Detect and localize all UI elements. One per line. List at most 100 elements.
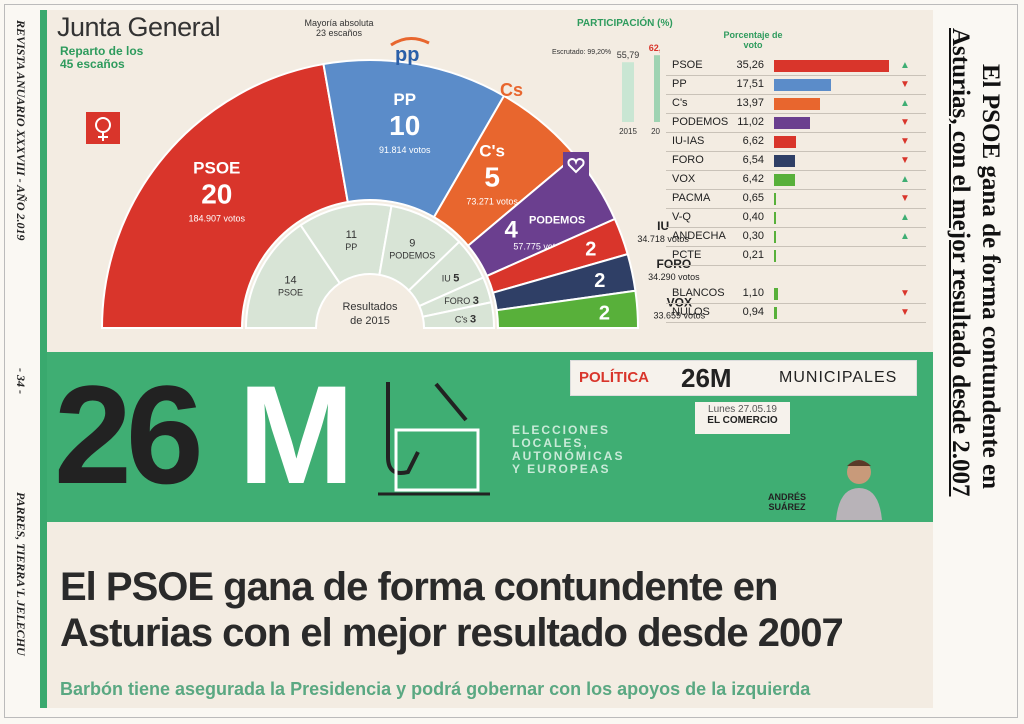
seat-2015-count: 9 [409,238,415,250]
participation-annotation: Escrutado: 99,20% [552,49,611,56]
seat-count-label: 20 [201,178,232,209]
pp-logo: pp [385,33,435,70]
vote-party: PP [672,78,687,90]
vote-party: PSOE [672,59,703,71]
trend-down-icon: ▼ [900,288,910,299]
page-number: - 34 - [14,368,28,394]
rose-icon [95,117,111,141]
vote-bar [774,60,889,72]
author-first: ANDRÉS [768,492,807,502]
vote-party: BLANCOS [672,287,725,299]
section-municipales: MUNICIPALES [779,369,898,386]
participation-title: PARTICIPACIÓN (%) [577,18,673,29]
participation-bar [622,62,634,122]
vote-row: PACMA 0,65 ▼ [666,189,926,209]
seat-votes-label: 73.271 votos [466,196,518,206]
pp-logo-text: pp [395,44,419,65]
majority-note: Mayoría absoluta 23 escaños [304,18,374,38]
majority-value: 23 escaños [315,28,363,38]
big-m: M [238,356,355,513]
cs-logo: Cs [500,80,524,100]
trend-up-icon: ▲ [900,98,910,109]
elections-label: ELECCIONES LOCALES, AUTONÓMICAS Y EUROPE… [512,424,624,476]
vote-row: ANDECHA 0,30 ▲ [666,227,926,247]
big-26: 26 [54,356,204,513]
vote-bar [774,307,778,319]
headline: El PSOE gana de forma contundente en Ast… [60,564,844,656]
seat-party-label: IU [657,219,669,233]
vote-pct: 11,02 [737,116,764,128]
seat-votes-label: 34.290 votos [648,272,700,282]
seat-2015-count: 14 [284,275,296,287]
subtitle-line-2: 45 escaños [60,57,125,71]
seat-votes-label: 184.907 votos [189,213,246,223]
seat-party-label: PSOE [193,158,240,177]
participation-value: 62,34 [649,43,660,53]
right-title-column: El PSOE gana de forma contundente en Ast… [936,14,1016,708]
side-title-line-2: Asturias, con el mejor resultado desde 2… [947,28,974,497]
participation-value: 55,79 [617,50,640,60]
vote-party: C's [672,97,688,109]
vote-bar [774,193,777,205]
subtitle-line-1: Reparto de los [60,44,144,58]
seat-party-label: C's [479,141,505,160]
seat-2015-party: FORO 3 [444,295,479,307]
vote-pct: 0,30 [742,230,764,242]
seat-party-label: FORO [657,257,692,271]
vote-bar [774,250,776,262]
psoe-logo [86,112,120,144]
trend-up-icon: ▲ [900,212,910,223]
subheadline: Barbón tiene asegurada la Presidencia y … [60,679,811,699]
seat-2015-party: IU 5 [442,273,460,285]
vote-pct: 0,94 [742,306,764,318]
seat-2015-count: 11 [346,229,357,241]
seat-2015-party: PSOE [278,288,303,298]
vote-row: PP 17,51 ▼ [666,75,926,95]
vote-party: NULOS [672,306,710,318]
participation-year: 2015 [619,127,637,135]
heart-icon [567,157,585,174]
vote-bar [774,117,810,129]
date-label: Lunes 27.05.19 [708,404,777,415]
vote-pct: 35,26 [736,59,764,71]
vote-row: BLANCOS 1,10 ▼ [666,284,926,304]
seat-party-label: PODEMOS [529,214,585,226]
trend-up-icon: ▲ [900,60,910,71]
seat-votes-label: 34.718 votos [637,234,689,244]
vote-pct: 17,51 [736,78,764,90]
vote-row: IU-IAS 6,62 ▼ [666,132,926,152]
vote-party: FORO [672,154,704,166]
seat-count-label: 10 [389,110,420,141]
vote-row: PODEMOS 11,02 ▼ [666,113,926,133]
seat-count-label: 2 [599,303,610,325]
author-photo [836,460,882,520]
results-2015-label-1: Resultados [342,301,398,313]
seat-party-label: PP [393,90,416,109]
seat-count-label: 4 [504,216,518,243]
vote-pct: 6,42 [742,173,764,185]
vote-pct: 0,21 [742,249,764,261]
side-title-line-1: El PSOE gana de forma contundente en [977,64,1004,490]
vote-row: VOX 6,42 ▲ [666,170,926,190]
trend-up-icon: ▲ [900,231,910,242]
vote-pct: 6,54 [742,154,764,166]
author-last: SUÁREZ [768,502,806,512]
headline-line-1: El PSOE gana de forma contundente en [60,565,778,609]
seat-2015-count: 3 [473,295,479,307]
vote-row: PSOE 35,26 ▲ [666,56,926,76]
seat-2015-slice [421,301,496,329]
green-edge [40,10,47,708]
org-label: PARRES, TIERRA'L JELECHU [14,492,28,656]
trend-down-icon: ▼ [900,117,910,128]
seat-party-label: VOX [667,295,692,309]
vote-pct-title: Porcentaje de voto [723,30,783,50]
vote-party: IU-IAS [672,135,705,147]
elections-line-1: ELECCIONES [512,423,611,437]
results-2015-label-2: de 2015 [350,315,390,327]
seat-2015-party: PP [345,242,357,252]
section-politica: POLÍTICA [579,369,649,386]
trend-down-icon: ▼ [900,136,910,147]
vote-row: PCTE 0,21 [666,246,926,266]
vote-party: ANDECHA [672,230,726,242]
